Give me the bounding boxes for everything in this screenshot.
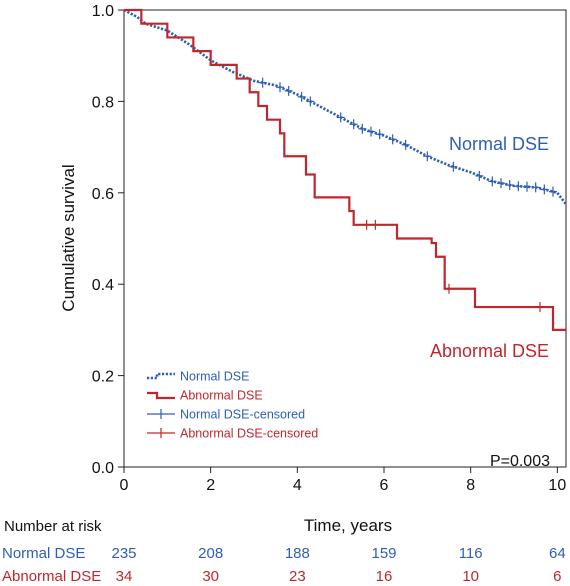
normal-dse-censor-mark — [514, 181, 523, 192]
risk-row-label-normal: Normal DSE — [2, 545, 85, 562]
normal-dse-censor-mark — [401, 139, 410, 150]
y-tick-label: 0.6 — [92, 186, 114, 203]
number-at-risk-value: 235 — [111, 545, 136, 562]
p-value-label: P=0.003 — [490, 453, 550, 470]
legend-entry: Normal DSE-censored — [147, 408, 305, 422]
risk-row-label-abnormal: Abnormal DSE — [2, 568, 101, 585]
number-at-risk-value: 116 — [459, 545, 483, 562]
normal-dse-censor-mark — [349, 119, 358, 130]
normal-dse-censor-mark — [367, 126, 375, 137]
normal-dse-censor-mark — [488, 176, 497, 187]
normal-dse-censor-mark — [549, 186, 557, 197]
y-tick-label: 0.0 — [92, 460, 114, 477]
abnormal-dse-censor-mark — [445, 283, 453, 294]
x-tick-label: 0 — [120, 477, 129, 494]
number-at-risk-value: 208 — [198, 545, 223, 562]
number-at-risk-value: 16 — [376, 568, 393, 585]
normal-dse-censor-mark — [388, 134, 397, 145]
number-at-risk-value: 30 — [202, 568, 219, 585]
legend-label: Abnormal DSE — [180, 389, 263, 403]
number-at-risk-value: 34 — [116, 568, 133, 585]
number-at-risk-value: 10 — [462, 568, 479, 585]
y-tick-label: 0.8 — [92, 94, 114, 111]
normal-dse-censor-mark — [358, 123, 367, 134]
normal-dse-censor-mark — [297, 91, 306, 102]
abnormal-dse-survival-curve — [124, 8, 566, 331]
legend-entry: Abnormal DSE-censored — [147, 427, 318, 441]
number-at-risk-title: Number at risk — [4, 518, 102, 535]
normal-dse-censor-mark — [523, 181, 531, 192]
x-tick-label: 8 — [466, 477, 475, 494]
abnormal-dse-censor-mark — [362, 219, 371, 230]
legend-entry: Normal DSE — [147, 370, 249, 384]
normal-dse-censor-mark — [475, 170, 484, 181]
number-at-risk-value: 6 — [553, 568, 561, 585]
x-tick-label: 10 — [548, 477, 566, 494]
normal-dse-censor-mark — [284, 85, 293, 96]
number-at-risk-value: 64 — [549, 545, 566, 562]
normal-dse-censor-mark — [540, 184, 549, 195]
y-tick-label: 0.2 — [92, 369, 114, 386]
legend-label: Normal DSE-censored — [180, 408, 305, 422]
y-tick-label: 0.4 — [92, 277, 114, 294]
normal-dse-censor-mark — [531, 182, 540, 193]
number-at-risk-value: 159 — [371, 545, 396, 562]
normal-dse-censor-mark — [449, 161, 458, 172]
legend-label: Abnormal DSE-censored — [180, 427, 318, 441]
normal-dse-censor-mark — [276, 82, 284, 93]
normal-dse-censor-mark — [306, 96, 315, 107]
plot-frame — [123, 9, 567, 468]
normal-dse-curve-label: Normal DSE — [449, 134, 549, 154]
legend-label: Normal DSE — [180, 370, 249, 384]
x-tick-label: 2 — [206, 477, 215, 494]
abnormal-dse-curve-label: Abnormal DSE — [430, 341, 549, 361]
number-at-risk-value: 188 — [285, 545, 310, 562]
y-tick-label: 1.0 — [92, 3, 114, 20]
legend-entry: Abnormal DSE — [147, 389, 263, 403]
normal-dse-survival-curve — [123, 8, 568, 206]
abnormal-dse-censor-mark — [536, 302, 544, 313]
normal-dse-censor-mark — [258, 77, 267, 88]
normal-dse-censor-mark — [375, 129, 384, 140]
number-at-risk-value: 23 — [289, 568, 306, 585]
x-axis-label: Time, years — [304, 516, 392, 535]
x-tick-label: 4 — [293, 477, 302, 494]
normal-dse-censor-mark — [336, 112, 345, 123]
x-tick-label: 6 — [380, 477, 389, 494]
y-axis-label: Cumulative survival — [59, 164, 78, 311]
normal-dse-censor-mark — [497, 178, 505, 189]
normal-dse-censor-mark — [505, 180, 514, 191]
normal-dse-censor-mark — [423, 151, 432, 162]
abnormal-dse-censor-mark — [371, 219, 380, 230]
